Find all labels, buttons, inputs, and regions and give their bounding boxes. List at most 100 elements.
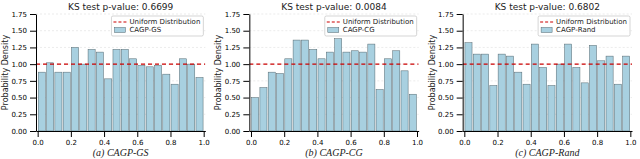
tick: 0.75 <box>438 78 463 86</box>
legend-swatch <box>327 21 340 22</box>
tick: 0.6 <box>559 131 571 147</box>
grid <box>463 14 632 131</box>
tick-mark <box>284 131 285 137</box>
bar <box>540 67 547 131</box>
bar <box>351 51 358 131</box>
tick-mark <box>457 47 463 48</box>
tick-label: 1.00 <box>438 61 454 69</box>
bar <box>55 72 62 131</box>
legend-box <box>325 16 417 36</box>
tick-label: 0.50 <box>438 94 454 102</box>
tick: 0.8 <box>592 131 603 147</box>
bar <box>171 84 178 131</box>
caption: (c) CAGP-Rand <box>515 147 580 159</box>
bar <box>188 64 195 131</box>
bar <box>138 65 145 131</box>
axis-line <box>37 131 206 132</box>
tick-mark <box>30 131 36 132</box>
tick-label: 1.75 <box>225 11 241 19</box>
bar <box>573 67 580 131</box>
bar <box>473 54 480 131</box>
bar <box>393 51 400 131</box>
tick: 0.50 <box>11 94 36 102</box>
tick-mark <box>317 131 318 137</box>
line <box>463 64 632 65</box>
grid <box>36 14 205 131</box>
panel: 0.00.20.40.60.81.00.000.250.500.751.001.… <box>214 2 423 159</box>
bar <box>401 71 408 131</box>
tick: 0.4 <box>99 131 111 147</box>
tick-mark <box>351 131 352 137</box>
title: KS test p-value: 0.0084 <box>281 2 387 12</box>
axis-line <box>463 131 632 132</box>
tick: 0.75 <box>225 78 250 86</box>
tick-mark <box>243 81 249 82</box>
grid-line <box>463 14 632 15</box>
tick-label: 0.6 <box>346 139 358 147</box>
bar <box>376 90 383 131</box>
bar <box>623 56 630 131</box>
legend-item: CAGP-CG <box>328 26 375 34</box>
tick-mark <box>137 131 138 137</box>
tick-mark <box>104 131 105 137</box>
tick-label: 0.8 <box>165 139 176 147</box>
tick-mark <box>204 131 205 137</box>
tick-label: 0.2 <box>66 139 77 147</box>
tick: 1.00 <box>225 61 250 69</box>
tick: 1.0 <box>625 131 636 147</box>
tick-label: 0.50 <box>11 94 27 102</box>
tick-label: 0.4 <box>99 139 111 147</box>
tick: 0.4 <box>526 131 538 147</box>
tick: 0.0 <box>459 131 470 147</box>
tick: 1.0 <box>412 131 423 147</box>
tick: 0.00 <box>11 128 36 136</box>
bar <box>163 74 170 131</box>
tick-label: 1.75 <box>438 11 454 19</box>
y-label: Probability Density <box>428 35 437 111</box>
tick: 0.6 <box>132 131 144 147</box>
bar <box>515 72 522 131</box>
tick: 1.25 <box>438 44 463 52</box>
legend: Uniform DistributionCAGP-CG <box>325 16 417 36</box>
plot: 0.00.20.40.60.81.00.000.250.500.751.001.… <box>11 2 209 147</box>
axis-line <box>36 15 37 132</box>
y-label: Probability Density <box>1 35 10 111</box>
tick-label: 1.00 <box>11 61 27 69</box>
tick: 0.50 <box>438 94 463 102</box>
bar <box>589 45 596 131</box>
legend-item: CAGP-Rand <box>541 26 595 34</box>
bar <box>179 59 186 131</box>
tick-mark <box>30 98 36 99</box>
y-axis: 0.000.250.500.751.001.251.501.75 <box>11 11 36 136</box>
bar <box>556 64 563 131</box>
bar <box>88 49 95 131</box>
tick-mark <box>564 131 565 137</box>
bar <box>80 64 87 131</box>
bar <box>260 88 267 131</box>
bar <box>581 83 588 131</box>
bar <box>614 84 621 131</box>
axis-line <box>249 15 250 132</box>
tick: 1.50 <box>438 27 463 35</box>
legend-item: Uniform Distribution <box>113 18 200 26</box>
tick: 0.2 <box>492 131 503 147</box>
tick-label: 1.0 <box>199 139 210 147</box>
bar <box>301 40 308 131</box>
tick-mark <box>464 131 465 137</box>
bar <box>490 86 497 131</box>
axis-line <box>250 131 419 132</box>
bar <box>71 47 78 131</box>
marks <box>249 39 418 131</box>
tick-label: 1.75 <box>11 11 27 19</box>
bar <box>318 59 325 131</box>
tick-label: 1.50 <box>11 27 27 35</box>
bars <box>38 47 203 131</box>
grid-line <box>249 14 418 15</box>
tick-label: 1.25 <box>438 44 454 52</box>
tick-mark <box>457 114 463 115</box>
bar <box>606 56 613 131</box>
bar <box>506 56 513 131</box>
tick-mark <box>457 64 463 65</box>
grid-line <box>36 47 205 48</box>
tick-mark <box>457 98 463 99</box>
